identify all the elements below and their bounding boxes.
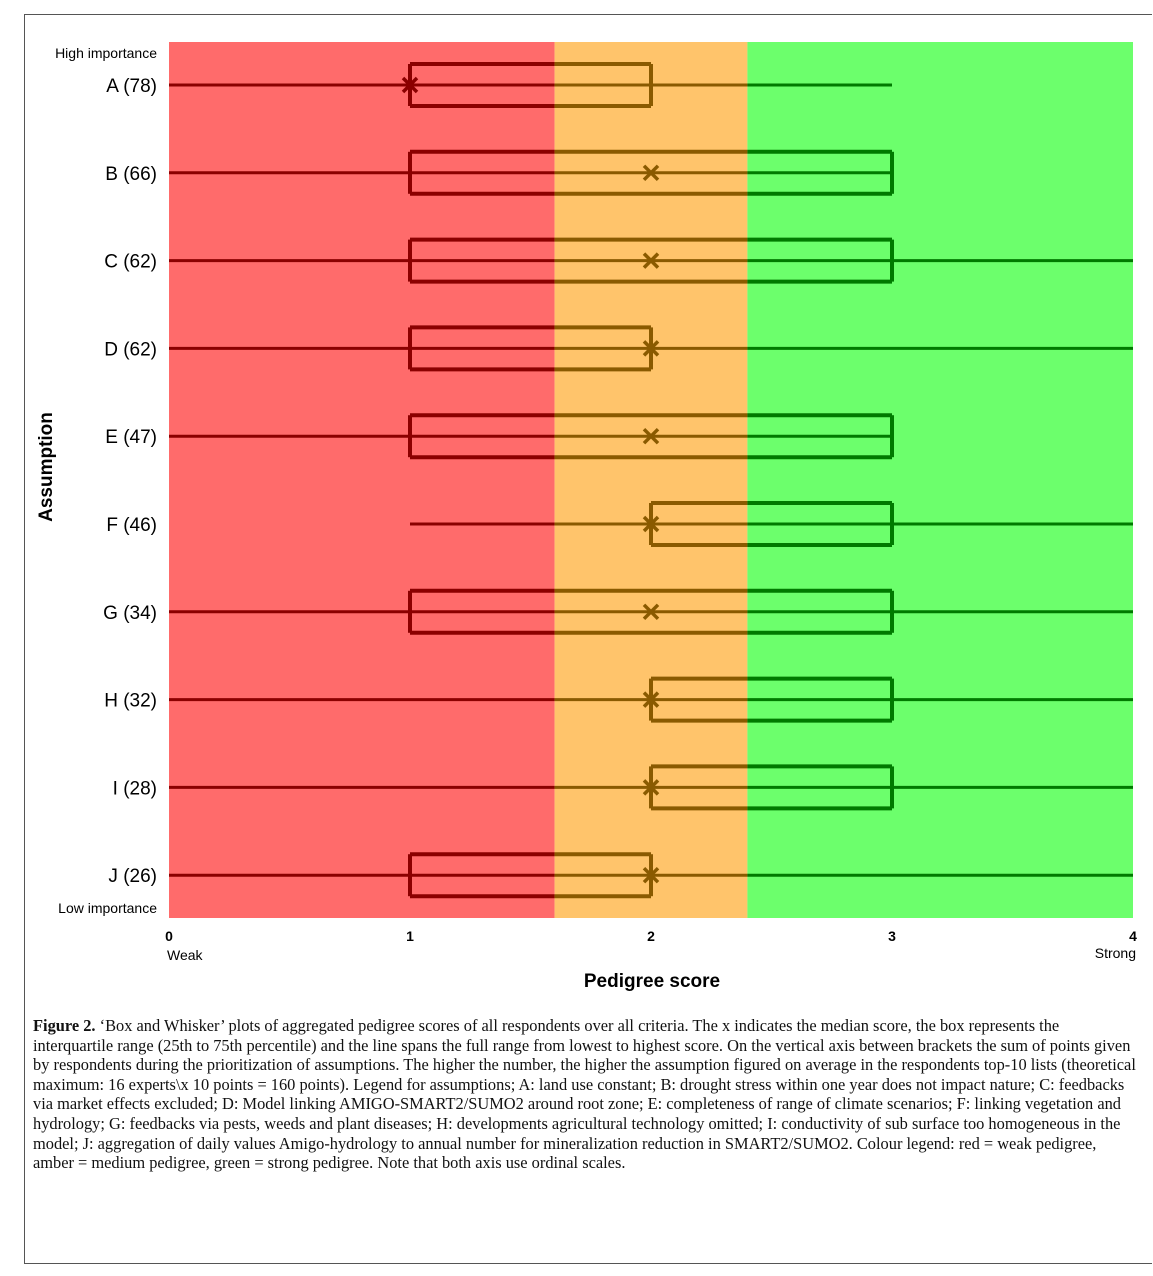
- box-plot-b: [169, 149, 894, 196]
- median-marker: [642, 515, 660, 533]
- y-axis-title: Assumption: [36, 412, 57, 522]
- x-strong-label: Strong: [1095, 945, 1136, 961]
- figure-caption: Figure 2. ‘Box and Whisker’ plots of agg…: [33, 1016, 1141, 1173]
- assumption-label: J (26): [108, 866, 157, 887]
- y-top-end-label: High importance: [55, 45, 157, 61]
- y-bottom-end-label: Low importance: [58, 900, 157, 916]
- x-tick-label: 0: [165, 928, 173, 944]
- assumption-label: C (62): [104, 252, 157, 273]
- median-marker: [642, 164, 660, 182]
- median-marker: [642, 866, 660, 884]
- assumption-label: E (47): [105, 427, 157, 448]
- median-marker: [642, 252, 660, 269]
- assumption-labels: A (78) B (66) C (62) D (62) E (47) F (46) G (3…: [103, 76, 157, 887]
- box-plots: [169, 62, 1133, 899]
- box-plot-j: [169, 852, 1133, 899]
- figure-label: Figure 2.: [33, 1016, 96, 1035]
- band-strong: [747, 42, 1133, 918]
- box-whisker-chart: A (78) B (66) C (62) D (62) E (47) F (46) G (3…: [36, 42, 1137, 992]
- box-plot-c: [169, 237, 1133, 284]
- assumption-label: G (34): [103, 603, 157, 624]
- x-tick-label: 4: [1129, 928, 1137, 944]
- x-weak-label: Weak: [167, 947, 204, 963]
- x-tick-label: 1: [406, 928, 414, 944]
- x-tick-label: 2: [647, 928, 655, 944]
- assumption-label: A (78): [106, 76, 157, 97]
- box-plot-d: [169, 325, 1133, 372]
- median-marker: [642, 603, 660, 621]
- pedigree-bands: [169, 42, 1133, 918]
- x-axis-title: Pedigree score: [584, 971, 720, 992]
- x-tick-label: 3: [888, 928, 896, 944]
- box-plot-h: [169, 676, 1133, 723]
- band-weak: [169, 42, 555, 918]
- x-tick-labels: 0 1 2 3 4: [165, 928, 1137, 944]
- box-plot-g: [169, 588, 1133, 635]
- median-marker: [642, 691, 660, 708]
- assumption-label: I (28): [113, 778, 157, 799]
- box-plot-f: [410, 501, 1133, 547]
- box-plot-a: [169, 62, 892, 108]
- assumption-label: F (46): [106, 515, 157, 536]
- figure-frame: [24, 14, 1152, 1264]
- box-plot-e: [169, 413, 894, 460]
- median-marker: [642, 427, 660, 445]
- median-marker: [642, 340, 660, 357]
- box-plot-i: [169, 764, 1133, 811]
- assumption-label: H (32): [104, 691, 157, 712]
- assumption-label: B (66): [105, 164, 157, 185]
- median-marker: [401, 76, 419, 94]
- caption-text: ‘Box and Whisker’ plots of aggregated pe…: [33, 1016, 1136, 1173]
- median-marker: [642, 779, 660, 796]
- assumption-label: D (62): [104, 339, 157, 360]
